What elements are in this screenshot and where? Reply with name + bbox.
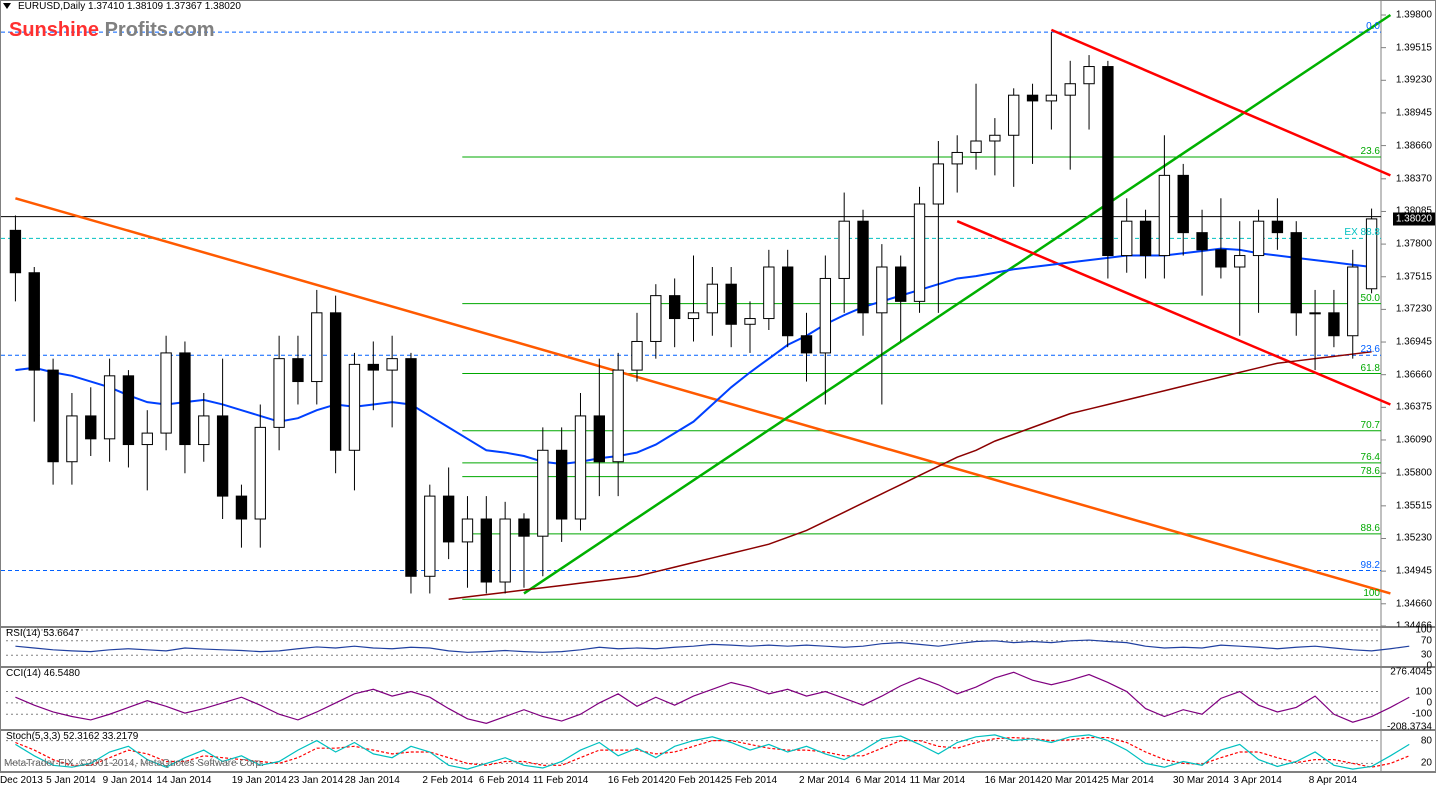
y-tick-label: 1.37230 [1396, 304, 1432, 315]
x-tick-label: 20 Mar 2014 [1041, 775, 1097, 786]
y-tick-label: 1.35230 [1396, 533, 1432, 544]
fib-level-label: 23.6 [1361, 344, 1380, 355]
x-tick-label: 5 Jan 2014 [46, 775, 96, 786]
x-tick-label: 9 Jan 2014 [103, 775, 153, 786]
fib-level-label: 76.4 [1361, 452, 1380, 463]
indicator-y-label: 30 [1421, 650, 1432, 661]
y-tick-label: 1.39800 [1396, 10, 1432, 21]
x-tick-label: 3 Apr 2014 [1233, 775, 1281, 786]
fib-level-label: 50.0 [1361, 293, 1380, 304]
x-tick-label: 8 Apr 2014 [1309, 775, 1357, 786]
fib-level-label: 78.6 [1361, 466, 1380, 477]
cci-svg [1, 668, 1436, 731]
price-chart-panel[interactable]: EURUSD,Daily 1.37410 1.38109 1.37367 1.3… [0, 0, 1436, 627]
y-tick-label: 1.36090 [1396, 434, 1432, 445]
x-tick-label: 6 Feb 2014 [479, 775, 530, 786]
x-tick-label: 16 Feb 2014 [608, 775, 664, 786]
x-tick-label: 14 Jan 2014 [156, 775, 211, 786]
indicator-y-label: 100 [1415, 625, 1432, 636]
cci-title: CCI(14) 46.5480 [1, 668, 80, 682]
indicator-y-label: 100 [1415, 686, 1432, 697]
x-tick-label: 16 Mar 2014 [985, 775, 1041, 786]
x-tick-label: 20 Feb 2014 [664, 775, 720, 786]
x-tick-label: 31 Dec 2013 [0, 775, 43, 786]
fib-level-label: 23.6 [1361, 146, 1380, 157]
x-tick-label: 25 Mar 2014 [1098, 775, 1154, 786]
price-chart-svg [1, 1, 1436, 628]
indicator-y-label: 80 [1421, 735, 1432, 746]
x-tick-label: 25 Feb 2014 [721, 775, 777, 786]
symbol-header: EURUSD,Daily 1.37410 1.38109 1.37367 1.3… [13, 1, 241, 15]
x-tick-label: 28 Jan 2014 [345, 775, 400, 786]
x-tick-label: 30 Mar 2014 [1173, 775, 1229, 786]
fib-level-label: 98.2 [1361, 560, 1380, 571]
stoch-panel[interactable]: Stoch(5,3,3) 52.3162 33.2179 MetaTrader … [0, 730, 1436, 772]
fib-level-label: 100 [1363, 588, 1380, 599]
y-tick-label: 1.38945 [1396, 107, 1432, 118]
indicator-y-label: -100 [1412, 709, 1432, 720]
indicator-y-label: 0 [1426, 697, 1432, 708]
y-tick-label: 1.38660 [1396, 140, 1432, 151]
x-tick-label: 6 Mar 2014 [856, 775, 907, 786]
fib-level-label: 70.7 [1361, 420, 1380, 431]
indicator-y-label: 276.4045 [1390, 666, 1432, 677]
indicator-y-label: 70 [1421, 635, 1432, 646]
rsi-panel[interactable]: RSI(14) 53.6647 10070300 [0, 627, 1436, 667]
fib-level-label: EX 88.8 [1344, 227, 1380, 238]
y-tick-label: 1.36945 [1396, 337, 1432, 348]
y-tick-label: 1.36660 [1396, 369, 1432, 380]
x-tick-label: 11 Mar 2014 [910, 775, 965, 786]
x-tick-label: 23 Jan 2014 [288, 775, 343, 786]
y-tick-label: 1.35515 [1396, 500, 1432, 511]
watermark: Sunshine Profits.com [9, 19, 215, 42]
fib-level-label: 61.8 [1361, 363, 1380, 374]
y-tick-label: 1.37800 [1396, 239, 1432, 250]
current-price-tag: 1.38020 [1393, 212, 1435, 225]
fib-level-label: 0.0 [1366, 21, 1380, 32]
y-tick-label: 1.38370 [1396, 173, 1432, 184]
x-tick-label: 2 Mar 2014 [799, 775, 850, 786]
x-axis: 31 Dec 20135 Jan 2014 9 Jan 201414 Jan 20… [0, 772, 1436, 789]
x-tick-label: 2 Feb 2014 [422, 775, 473, 786]
indicator-y-label: 20 [1421, 758, 1432, 769]
fib-level-label: 88.6 [1361, 523, 1380, 534]
y-tick-label: 1.36375 [1396, 402, 1432, 413]
x-tick-label: 11 Feb 2014 [533, 775, 588, 786]
rsi-title: RSI(14) 53.6647 [1, 628, 79, 642]
rsi-svg [1, 628, 1436, 668]
copyright: MetaTrader FIX, ©2001-2014, MetaQuotes S… [4, 758, 264, 769]
y-tick-label: 1.35800 [1396, 468, 1432, 479]
cci-panel[interactable]: CCI(14) 46.5480 276.40451000-100-208.373… [0, 667, 1436, 730]
y-tick-label: 1.39515 [1396, 42, 1432, 53]
stoch-title: Stoch(5,3,3) 52.3162 33.2179 [1, 731, 138, 745]
x-tick-label: 19 Jan 2014 [232, 775, 287, 786]
y-tick-label: 1.34945 [1396, 566, 1432, 577]
y-tick-label: 1.39230 [1396, 75, 1432, 86]
y-tick-label: 1.37515 [1396, 271, 1432, 282]
y-tick-label: 1.34660 [1396, 598, 1432, 609]
